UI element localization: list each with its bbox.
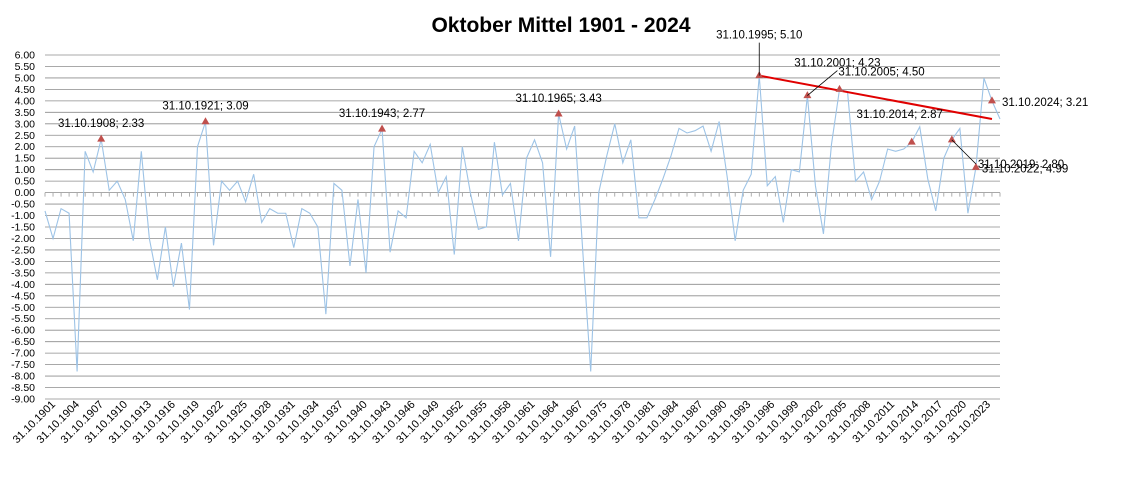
y-tick-label: 0.50 — [15, 176, 36, 188]
y-tick-label: -2.00 — [11, 233, 35, 245]
annotation-leader-line — [951, 139, 977, 165]
y-tick-label: 3.00 — [15, 118, 36, 130]
annotation-label: 31.10.2022; 4.99 — [982, 163, 1068, 175]
annotation-markers — [97, 71, 996, 170]
data-point-marker — [201, 117, 210, 125]
y-tick-label: -4.50 — [11, 290, 35, 302]
y-tick-label: -7.50 — [11, 359, 35, 371]
y-tick-label: 4.50 — [15, 84, 36, 96]
data-point-marker — [907, 137, 916, 145]
y-tick-label: -6.00 — [11, 325, 35, 337]
y-tick-label: -1.00 — [11, 210, 35, 222]
data-point-marker — [971, 162, 980, 170]
y-tick-label: 0.00 — [15, 187, 36, 199]
annotation-label: 31.10.1965; 3.43 — [515, 93, 601, 105]
y-tick-label: -5.50 — [11, 313, 35, 325]
annotation-label: 31.10.1908; 2.33 — [58, 118, 144, 130]
annotation-label: 31.10.2024; 3.21 — [1002, 97, 1088, 109]
data-point-marker — [987, 96, 996, 104]
y-tick-label: -4.00 — [11, 279, 35, 291]
annotation-label: 31.10.1995; 5.10 — [716, 30, 802, 42]
y-tick-label: 2.00 — [15, 141, 36, 153]
y-tick-label: -3.00 — [11, 256, 35, 268]
y-tick-label: -3.50 — [11, 267, 35, 279]
annotation-label: 31.10.2019; 2.80 — [978, 159, 1064, 171]
data-point-marker — [554, 109, 563, 117]
y-tick-label: -9.00 — [11, 394, 35, 406]
y-tick-label: 1.00 — [15, 164, 36, 176]
y-tick-label: -8.00 — [11, 371, 35, 383]
data-point-marker — [803, 91, 812, 99]
trend-line-group — [759, 74, 993, 120]
y-tick-label: -2.50 — [11, 244, 35, 256]
annotation-leader-line — [807, 70, 838, 96]
annotation-label: 31.10.2014; 2.87 — [857, 109, 943, 121]
data-point-marker — [97, 134, 106, 142]
annotation-labels: 31.10.1908; 2.33 31.10.1921; 3.09 31.10.19… — [58, 30, 1088, 176]
y-tick-label: 5.50 — [15, 61, 36, 73]
y-tick-label: -5.00 — [11, 302, 35, 314]
y-tick-label: 4.00 — [15, 95, 36, 107]
y-tick-label: -8.50 — [11, 382, 35, 394]
data-point-marker — [947, 135, 956, 143]
y-axis-tick-labels: 6.005.505.004.504.003.503.002.502.001.50… — [11, 50, 35, 406]
y-tick-label: 5.00 — [15, 72, 36, 84]
annotation-label: 31.10.2001; 4.23 — [794, 58, 880, 70]
y-tick-label: -0.50 — [11, 199, 35, 211]
x-axis-tick-labels: 31.10.190131.10.190431.10.190731.10.1910… — [11, 399, 993, 446]
data-point-marker — [835, 84, 844, 92]
annotation-label: 31.10.1921; 3.09 — [162, 101, 248, 113]
y-tick-label: -7.00 — [11, 348, 35, 360]
annotation-label: 31.10.2005; 4.50 — [838, 66, 924, 78]
y-tick-label: 1.50 — [15, 153, 36, 165]
data-point-marker — [378, 124, 387, 132]
y-tick-label: -6.50 — [11, 336, 35, 348]
annotation-label: 31.10.1943; 2.77 — [339, 108, 425, 120]
chart-title: Oktober Mittel 1901 - 2024 — [431, 14, 690, 37]
y-tick-label: 6.00 — [15, 50, 36, 62]
y-tick-label: 3.50 — [15, 107, 36, 119]
trend-line — [759, 74, 993, 120]
y-tick-label: -1.50 — [11, 222, 35, 234]
y-tick-label: 2.50 — [15, 130, 36, 142]
